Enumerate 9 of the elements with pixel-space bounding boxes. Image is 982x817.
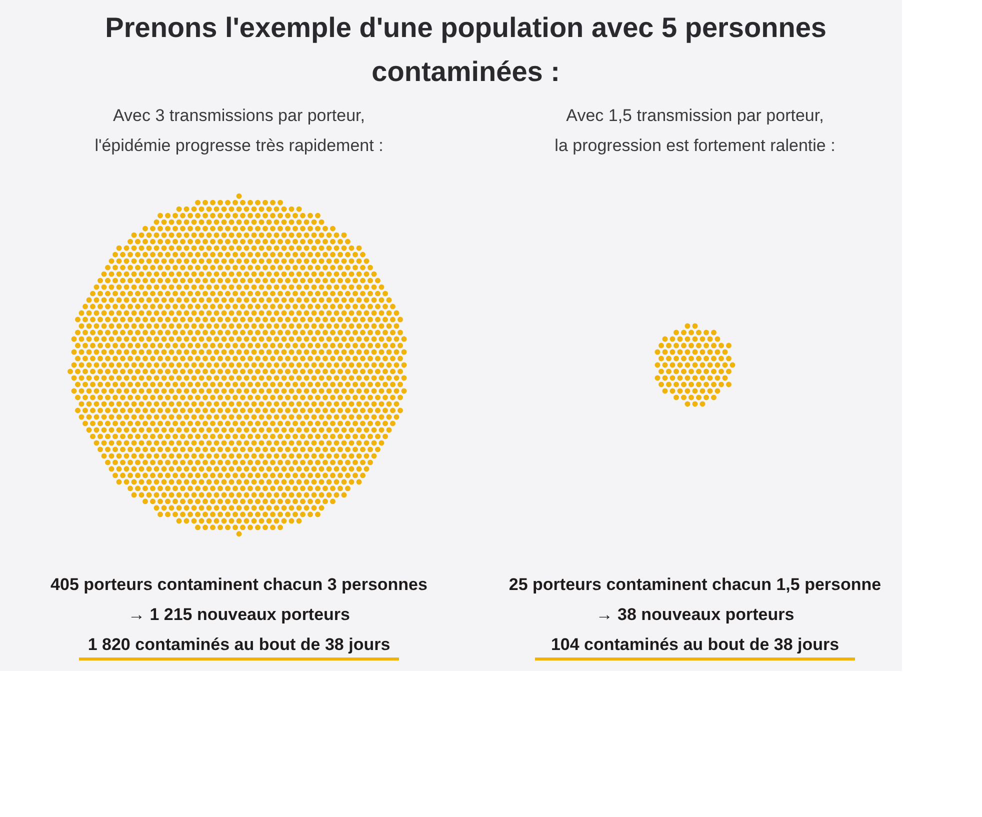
text: → 1 215 nouveaux porteurs <box>128 605 350 624</box>
text: 405 porteurs contaminent chacun 3 personnes <box>50 575 428 594</box>
text: 25 porteurs contaminent chacun 1,5 personne <box>508 575 882 594</box>
data-label: 104 contaminés au bout de 38 jours <box>550 635 840 654</box>
text: Prenons l'exemple d'une population avec 5 personnes contaminées : <box>105 12 826 87</box>
text: Avec 1,5 transmission par porteur, la progression est fortement ralentie : <box>554 106 836 155</box>
text: Avec 3 transmissions par porteur, l'épidémie progresse très rapidement : <box>94 106 384 155</box>
data-label: 1 820 contaminés au bout de 38 jours <box>88 635 390 654</box>
text: → 38 nouveaux porteurs <box>596 605 794 624</box>
